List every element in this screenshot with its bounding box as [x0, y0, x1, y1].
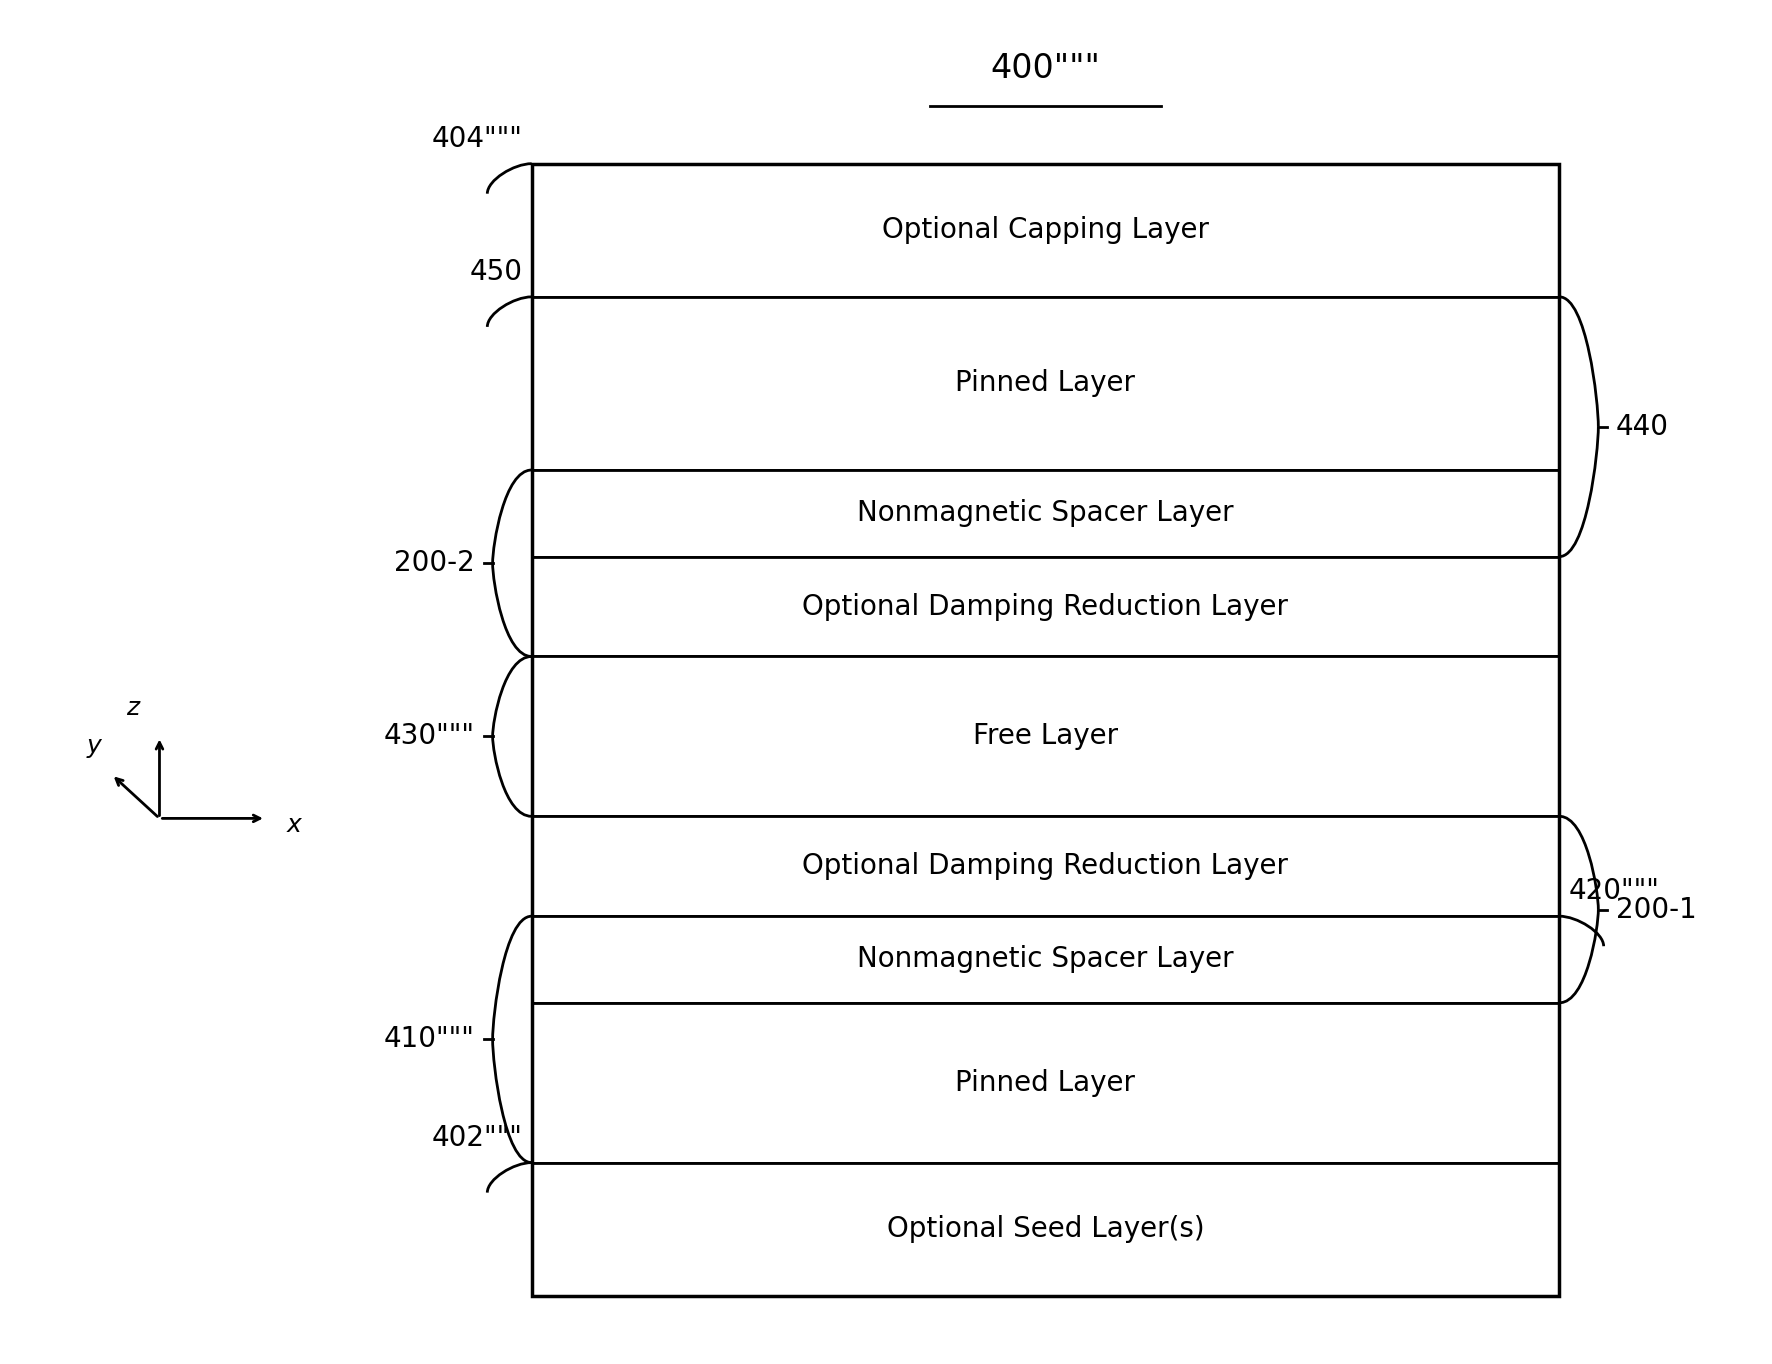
Bar [532, 557, 1559, 656]
Text: Free Layer: Free Layer [973, 723, 1118, 750]
Text: y: y [87, 734, 101, 758]
Text: 400""": 400""" [991, 52, 1100, 85]
Text: 200-2: 200-2 [393, 550, 475, 577]
Text: 402""": 402""" [432, 1124, 523, 1151]
Text: 440: 440 [1616, 413, 1669, 441]
Bar [532, 1162, 1559, 1296]
Bar [532, 816, 1559, 917]
Bar [532, 297, 1559, 471]
Text: 420""": 420""" [1568, 877, 1659, 906]
Text: 404""": 404""" [432, 124, 523, 153]
Bar [532, 164, 1559, 297]
Bar [532, 917, 1559, 1003]
Bar [532, 471, 1559, 557]
Text: Optional Capping Layer: Optional Capping Layer [882, 217, 1209, 244]
Text: Pinned Layer: Pinned Layer [955, 370, 1136, 397]
Text: Pinned Layer: Pinned Layer [955, 1069, 1136, 1097]
Bar [532, 1003, 1559, 1162]
Text: Nonmagnetic Spacer Layer: Nonmagnetic Spacer Layer [858, 945, 1233, 974]
Text: 430""": 430""" [385, 723, 475, 750]
Text: Optional Seed Layer(s): Optional Seed Layer(s) [886, 1215, 1205, 1243]
Bar [532, 656, 1559, 816]
Text: 450: 450 [470, 258, 523, 286]
Text: Nonmagnetic Spacer Layer: Nonmagnetic Spacer Layer [858, 499, 1233, 528]
Text: 410""": 410""" [385, 1026, 475, 1053]
Text: Optional Damping Reduction Layer: Optional Damping Reduction Layer [803, 852, 1288, 880]
Text: 200-1: 200-1 [1616, 896, 1698, 923]
Text: z: z [126, 696, 140, 720]
Text: x: x [287, 813, 301, 837]
Text: Optional Damping Reduction Layer: Optional Damping Reduction Layer [803, 592, 1288, 621]
Bar [532, 164, 1559, 1296]
